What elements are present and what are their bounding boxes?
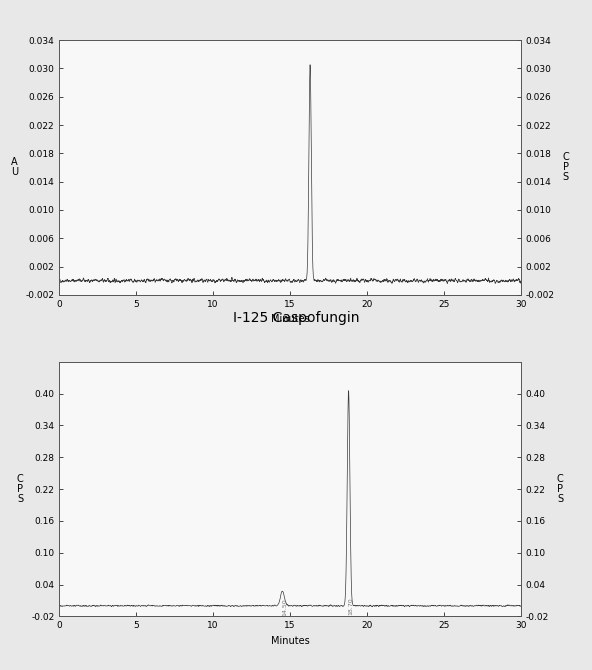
Text: I-125 Caspofungin: I-125 Caspofungin <box>233 312 359 325</box>
Y-axis label: A
U: A U <box>11 157 18 178</box>
X-axis label: Minutes: Minutes <box>271 314 310 324</box>
Text: 18.70: 18.70 <box>348 597 353 615</box>
X-axis label: Minutes: Minutes <box>271 636 310 646</box>
Y-axis label: C
P
S: C P S <box>562 153 570 182</box>
Y-axis label: C
P
S: C P S <box>557 474 564 504</box>
Y-axis label: C
P
S: C P S <box>17 474 23 504</box>
Text: 14.50: 14.50 <box>282 598 287 616</box>
